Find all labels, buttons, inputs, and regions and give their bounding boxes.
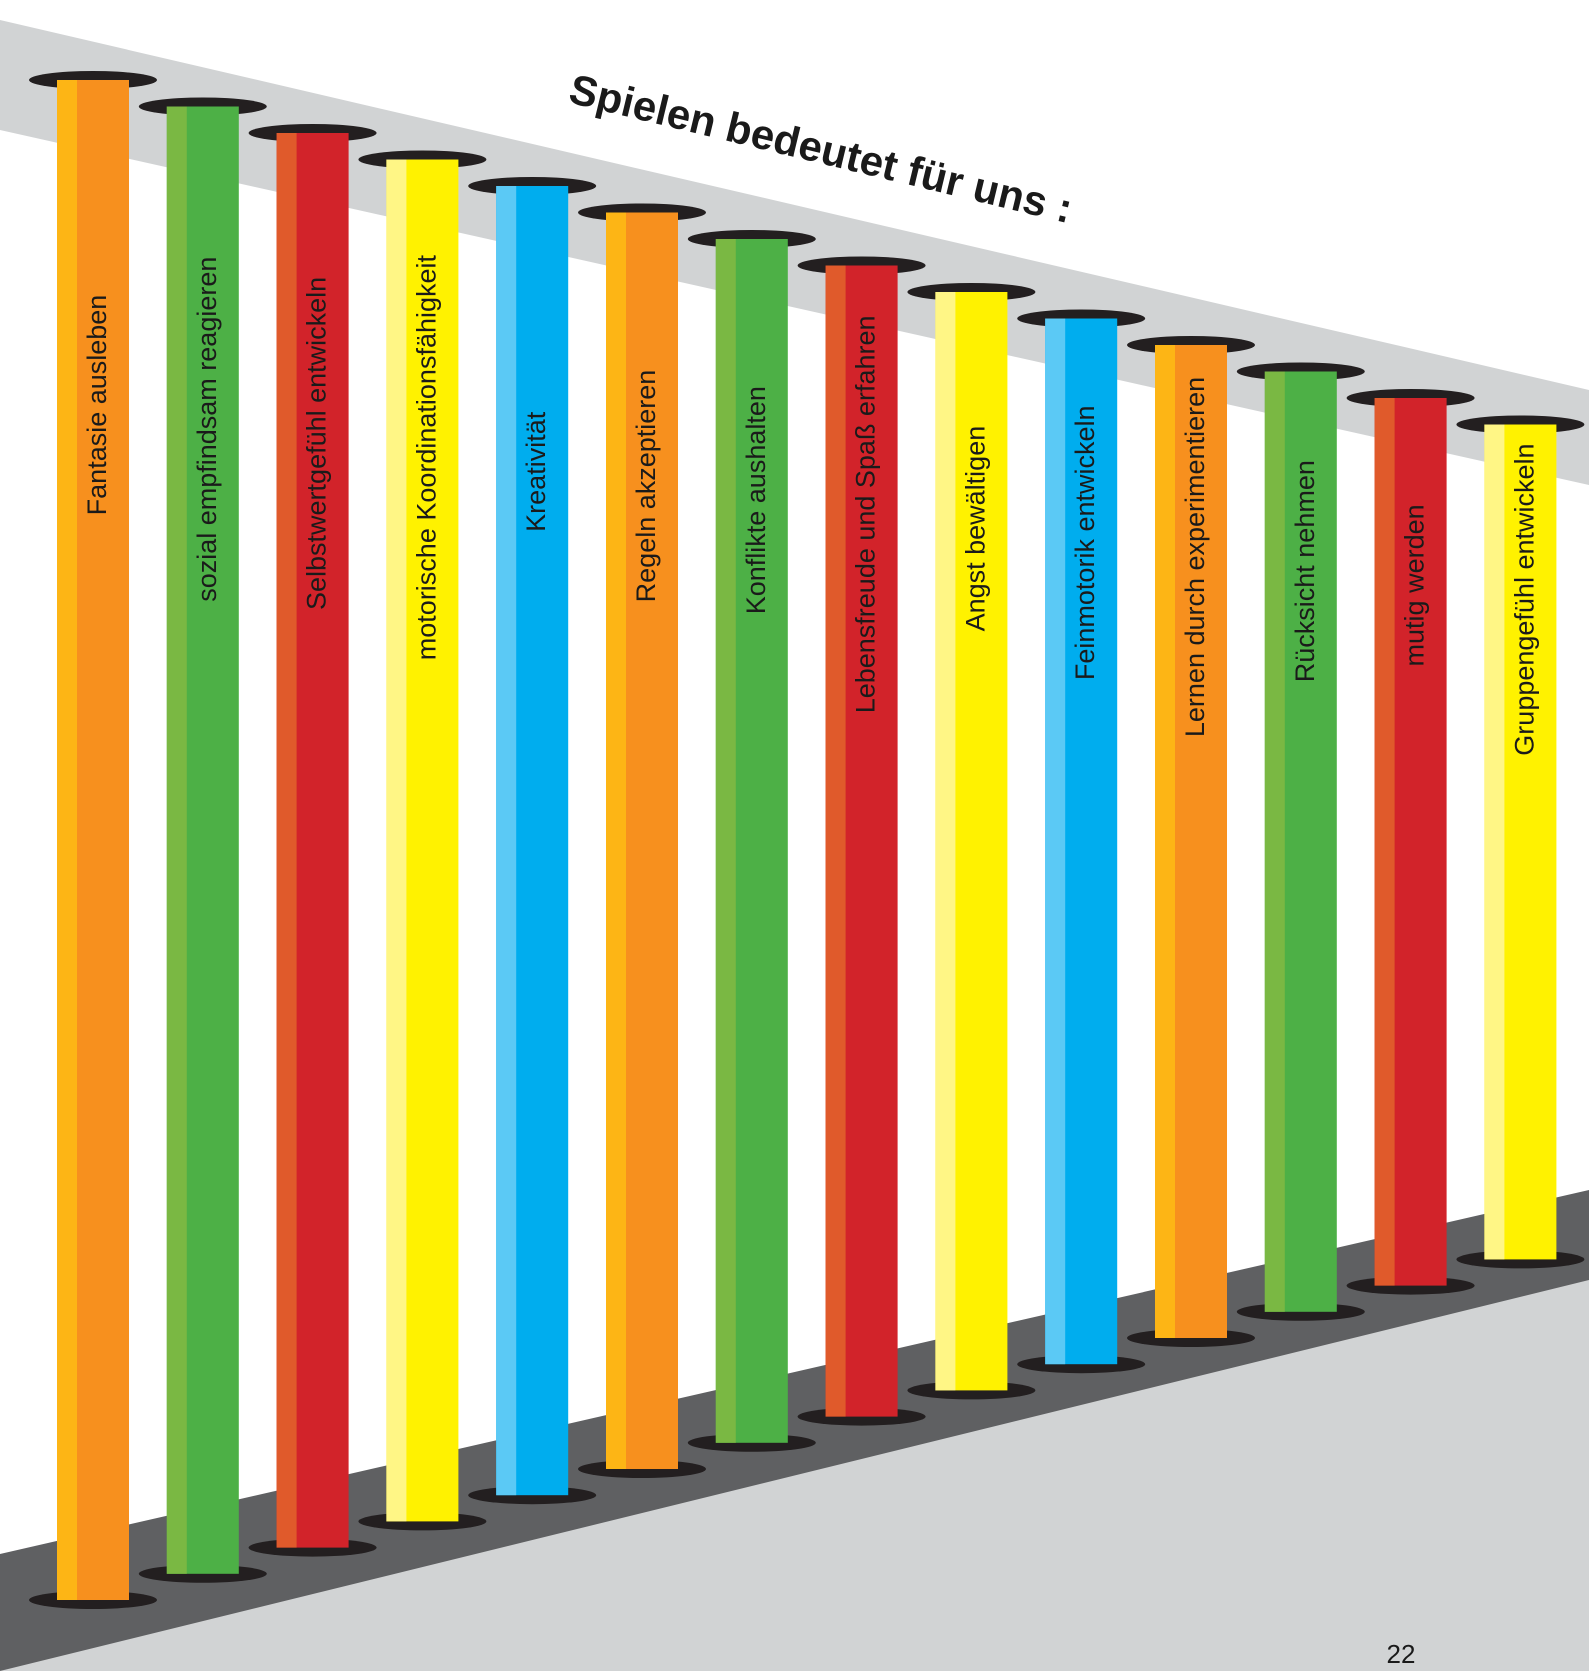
pillar-label: Selbstwertgefühl entwickeln <box>302 277 332 610</box>
pillar-highlight <box>1484 424 1505 1260</box>
pillar-highlight <box>166 106 187 1574</box>
pillar-label: Angst bewältigen <box>960 426 990 632</box>
pillar-row: Fantasie ausleben sozial empfindsam reagi… <box>29 71 1585 1609</box>
pillar-highlight <box>57 80 77 1600</box>
pillar-highlight <box>715 239 736 1443</box>
pillar-label: Feinmotorik entwickeln <box>1070 405 1100 680</box>
pillar: Gruppengefühl entwickeln <box>1456 415 1585 1269</box>
pillar-label: Gruppengefühl entwickeln <box>1509 443 1539 755</box>
pillar-label: Fantasie ausleben <box>82 295 112 516</box>
pillar-highlight <box>606 212 626 1469</box>
pillar-highlight <box>1374 398 1395 1286</box>
pillar: Konflikte aushalten <box>687 230 816 1452</box>
pillar: Lebensfreude und Spaß erfahren <box>797 256 926 1426</box>
pillar: Feinmotorik entwickeln <box>1017 309 1146 1374</box>
pillar: sozial empfindsam reagieren <box>138 97 267 1583</box>
pillar: Selbstwertgefühl entwickeln <box>248 124 377 1557</box>
pillar-highlight <box>825 265 846 1417</box>
pillar: Regeln akzeptieren <box>578 203 706 1478</box>
pillar: mutig werden <box>1346 389 1475 1295</box>
pillar-label: Lernen durch experimentieren <box>1180 377 1210 737</box>
pillar-highlight <box>386 159 407 1522</box>
pillar: Rücksicht nehmen <box>1236 362 1365 1321</box>
pillar: Lernen durch experimentieren <box>1127 336 1255 1347</box>
pillar-highlight <box>1045 318 1066 1365</box>
pillar-label: Rücksicht nehmen <box>1290 460 1320 682</box>
pillar-highlight <box>1155 345 1175 1338</box>
pillar: motorische Koordinationsfähigkeit <box>358 150 487 1531</box>
pillar-label: Konflikte aushalten <box>741 386 771 614</box>
pillar: Kreativität <box>468 177 597 1505</box>
pillar-label: sozial empfindsam reagieren <box>192 257 222 602</box>
pillar-highlight <box>276 133 297 1548</box>
pillar-highlight <box>935 292 956 1391</box>
pillar-label: motorische Koordinationsfähigkeit <box>411 254 441 660</box>
page-number: 22 <box>1387 1639 1416 1669</box>
pillar-label: Kreativität <box>521 411 551 532</box>
pillar-label: Regeln akzeptieren <box>631 370 661 603</box>
pillar: Fantasie ausleben <box>29 71 157 1609</box>
pillar-highlight <box>496 186 517 1496</box>
pillar-label: mutig werden <box>1400 504 1430 666</box>
pillar: Angst bewältigen <box>907 283 1036 1400</box>
pillar-highlight <box>1264 371 1285 1312</box>
pillar-label: Lebensfreude und Spaß erfahren <box>851 316 881 714</box>
